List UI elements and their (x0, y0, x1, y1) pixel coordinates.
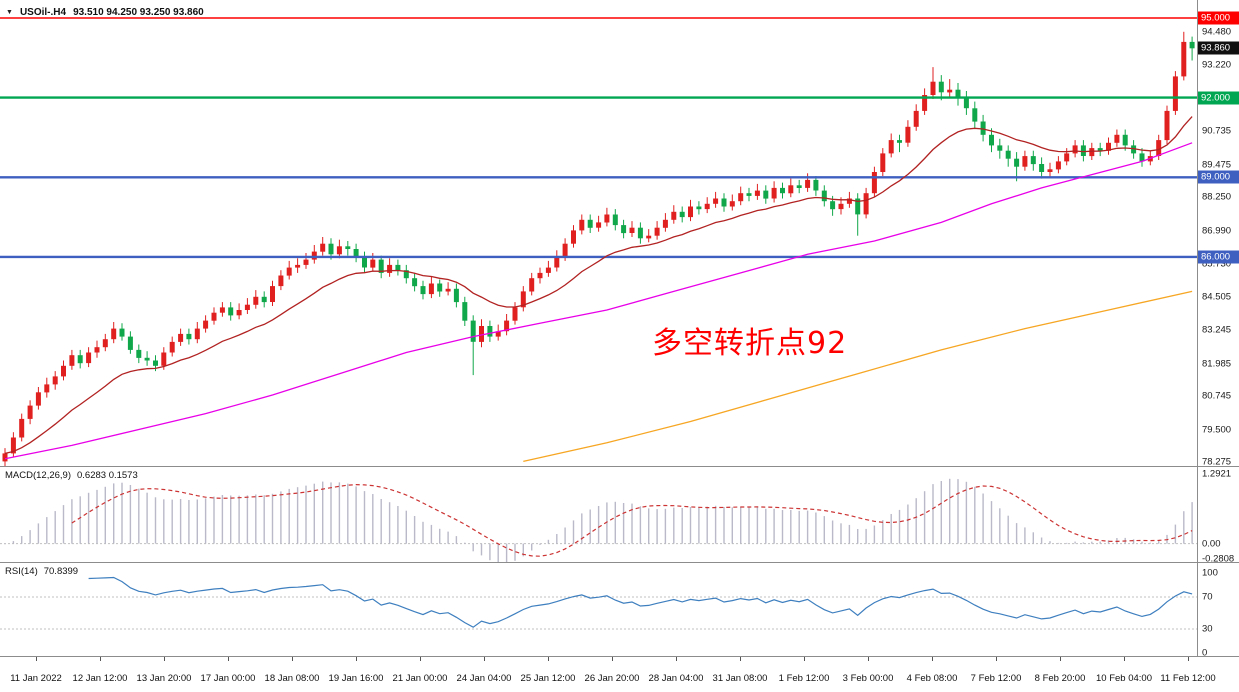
price-level-tag: 93.860 (1198, 41, 1239, 55)
time-label: 31 Jan 08:00 (712, 673, 768, 684)
time-tick (740, 657, 741, 661)
time-label: 17 Jan 00:00 (200, 673, 256, 684)
time-tick (36, 657, 37, 661)
time-tick (1188, 657, 1189, 661)
time-tick (996, 657, 997, 661)
time-label: 10 Feb 04:00 (1096, 673, 1152, 684)
price-tick: 89.475 (1202, 159, 1232, 171)
chart-header: ▼ USOil-.H4 93.510 94.250 93.250 93.860 (6, 7, 204, 18)
time-tick (292, 657, 293, 661)
time-label: 19 Jan 16:00 (328, 673, 384, 684)
collapse-arrow-icon[interactable]: ▼ (6, 9, 13, 16)
time-tick (868, 657, 869, 661)
time-label: 13 Jan 20:00 (136, 673, 192, 684)
macd-canvas[interactable] (0, 467, 1197, 562)
time-label: 8 Feb 20:00 (1034, 673, 1086, 684)
time-tick (804, 657, 805, 661)
time-tick (164, 657, 165, 661)
time-tick (484, 657, 485, 661)
time-label: 3 Feb 00:00 (842, 673, 894, 684)
price-tick: 86.990 (1202, 225, 1232, 237)
panel-separator[interactable] (0, 466, 1239, 467)
macd-tick: 0.00 (1202, 538, 1221, 550)
price-tick: 93.220 (1202, 59, 1232, 71)
time-label: 26 Jan 20:00 (584, 673, 640, 684)
time-tick (1124, 657, 1125, 661)
price-level-tag: 89.000 (1198, 170, 1239, 184)
macd-values: 0.6283 0.1573 (77, 470, 138, 481)
time-tick (676, 657, 677, 661)
time-label: 7 Feb 12:00 (970, 673, 1022, 684)
symbol-timeframe-label: USOil-.H4 (19, 7, 67, 18)
macd-tick: 1.2921 (1202, 468, 1232, 480)
rsi-value: 70.8399 (43, 566, 79, 577)
time-label: 12 Jan 12:00 (72, 673, 128, 684)
time-label: 1 Feb 12:00 (778, 673, 830, 684)
time-tick (612, 657, 613, 661)
price-chart-canvas[interactable] (0, 0, 1197, 466)
price-tick: 90.735 (1202, 125, 1232, 137)
rsi-canvas[interactable] (0, 563, 1197, 656)
panel-separator[interactable] (0, 562, 1239, 563)
price-level-tag: 95.000 (1198, 11, 1239, 25)
price-chart-panel[interactable]: ▼ USOil-.H4 93.510 94.250 93.250 93.860 … (0, 0, 1197, 466)
time-label: 11 Feb 12:00 (1160, 673, 1216, 684)
time-label: 28 Jan 04:00 (648, 673, 704, 684)
rsi-tick: 0 (1202, 647, 1208, 659)
time-tick (100, 657, 101, 661)
price-tick: 80.745 (1202, 390, 1232, 402)
time-tick (548, 657, 549, 661)
time-axis[interactable]: 11 Jan 2022 12 Jan 12:00 13 Jan 20:00 17 Ja… (0, 657, 1239, 692)
macd-label: MACD(12,26,9) (5, 470, 71, 481)
price-level-tag: 86.000 (1198, 250, 1239, 264)
price-tick: 88.250 (1202, 191, 1232, 203)
price-level-tag: 92.000 (1198, 91, 1239, 105)
time-tick (932, 657, 933, 661)
chart-text-annotation: 多空转折点92 (652, 326, 848, 361)
time-tick (356, 657, 357, 661)
rsi-tick: 70 (1202, 591, 1213, 603)
price-tick: 81.985 (1202, 358, 1232, 369)
time-tick (1060, 657, 1061, 661)
rsi-panel[interactable]: RSI(14) 70.8399 (0, 563, 1197, 656)
time-label: 18 Jan 08:00 (264, 673, 320, 684)
panel-separator[interactable] (0, 656, 1239, 657)
rsi-label: RSI(14) (5, 566, 38, 577)
rsi-tick: 30 (1202, 623, 1213, 635)
time-label: 11 Jan 2022 (10, 673, 62, 684)
time-tick (420, 657, 421, 661)
time-label: 24 Jan 04:00 (456, 673, 512, 684)
time-label: 4 Feb 08:00 (906, 673, 958, 684)
rsi-header: RSI(14) 70.8399 (5, 566, 78, 577)
time-tick (228, 657, 229, 661)
price-tick: 85.730 (1202, 258, 1232, 270)
axis-separator (1197, 0, 1198, 657)
price-tick: 83.245 (1202, 324, 1232, 336)
macd-header: MACD(12,26,9) 0.6283 0.1573 (5, 470, 138, 481)
price-axis[interactable]: 94.480 93.220 90.735 89.475 88.250 86.990 85.7… (1198, 0, 1239, 692)
price-tick: 79.500 (1202, 424, 1232, 435)
macd-panel[interactable]: MACD(12,26,9) 0.6283 0.1573 (0, 467, 1197, 562)
price-tick: 94.480 (1202, 26, 1232, 38)
price-tick: 84.505 (1202, 291, 1232, 303)
macd-tick: -0.2808 (1202, 553, 1235, 565)
rsi-tick: 100 (1202, 567, 1218, 579)
ohlc-quote-label: 93.510 94.250 93.250 93.860 (73, 7, 204, 18)
time-label: 21 Jan 00:00 (392, 673, 448, 684)
price-tick: 78.275 (1202, 456, 1232, 468)
time-label: 25 Jan 12:00 (520, 673, 576, 684)
